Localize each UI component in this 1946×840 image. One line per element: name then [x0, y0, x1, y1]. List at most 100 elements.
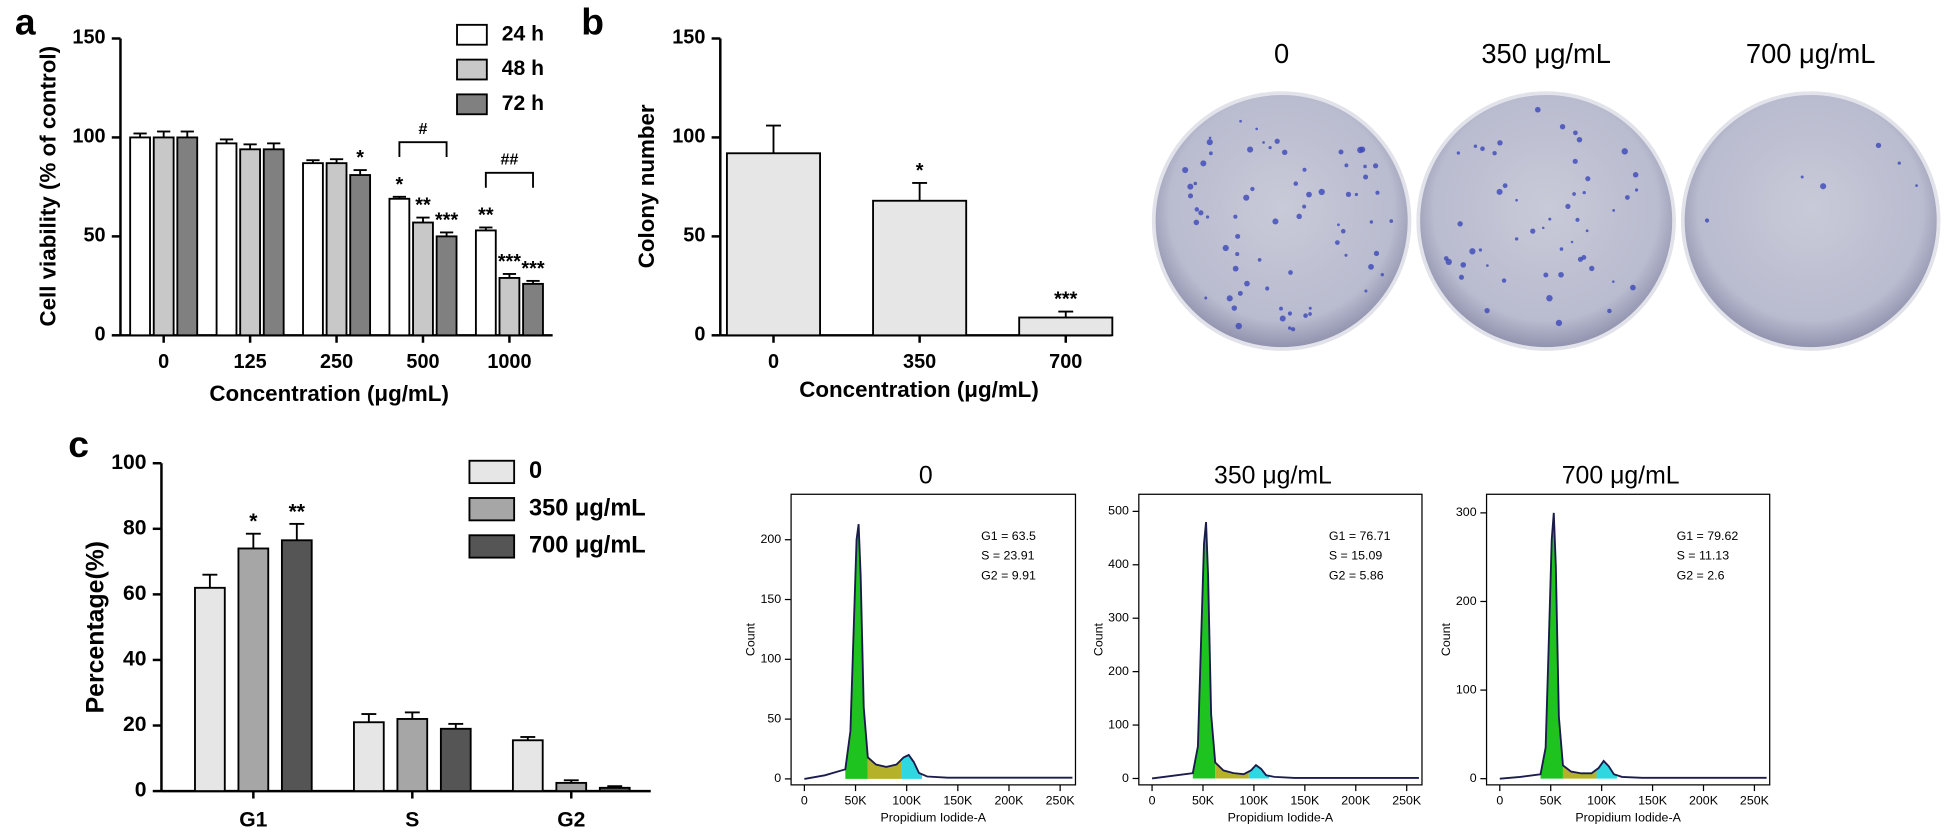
- colony-dot: [1582, 190, 1586, 195]
- significance-label: **: [289, 500, 306, 523]
- y-tick-label: 100: [111, 451, 146, 474]
- significance-label: **: [415, 195, 431, 217]
- colony-dot: [1897, 161, 1901, 165]
- bar: [353, 721, 385, 793]
- y-tick-label: 300: [1456, 505, 1477, 519]
- colony-dot: [1624, 195, 1630, 200]
- significance-label: ***: [521, 258, 544, 280]
- bar: [280, 539, 313, 793]
- colony-dot: [1194, 207, 1200, 212]
- colony-dot: [1302, 167, 1307, 172]
- y-tick-label: 200: [1108, 664, 1129, 678]
- x-tick-label: 100K: [1587, 793, 1617, 807]
- bracket-label: #: [419, 120, 428, 138]
- y-tick-label: 50: [83, 225, 105, 247]
- y-axis-label: Count: [1439, 622, 1453, 656]
- legend-swatch: [456, 58, 488, 81]
- phase-area: [867, 757, 902, 779]
- x-tick-label: 700: [1049, 351, 1082, 373]
- y-tick-label: 150: [672, 27, 705, 49]
- histogram-line: [804, 524, 1073, 780]
- colony-dot: [1335, 240, 1340, 245]
- plate-label: 0: [1274, 38, 1289, 69]
- bar: [325, 162, 348, 337]
- colony-dot: [1354, 192, 1359, 197]
- bar: [522, 282, 544, 337]
- colony-dot: [1208, 136, 1212, 140]
- chart-title: 700 μg/mL: [1562, 462, 1680, 489]
- colony-dot: [1303, 313, 1308, 318]
- colony-dot: [1204, 296, 1208, 300]
- histogram-panel: 0 50 100 150 200 0 50K 100K 150K 200K 250K 0 G1 = 63…: [744, 462, 1077, 825]
- x-tick-label: 200K: [1341, 793, 1371, 807]
- phase-area: [901, 754, 923, 779]
- bar: [215, 142, 238, 337]
- significance-label: ***: [498, 251, 521, 273]
- y-axis-label: Percentage(%): [82, 541, 109, 713]
- y-tick-label: 300: [1108, 610, 1129, 624]
- x-tick-label: 0: [768, 351, 779, 373]
- colony-dot: [1344, 163, 1349, 168]
- colony-dot: [1575, 217, 1580, 222]
- y-tick-label: 500: [1108, 504, 1129, 518]
- colony-dot: [1572, 192, 1576, 196]
- significance-label: *: [396, 174, 404, 196]
- y-tick-label: 40: [123, 648, 146, 671]
- colony-dot: [1296, 213, 1302, 220]
- y-tick-label: 100: [672, 126, 705, 148]
- colony-dot: [1546, 294, 1553, 302]
- colony-dot: [1585, 229, 1589, 233]
- y-tick-label: 100: [72, 126, 105, 148]
- x-tick-label: 50K: [1540, 793, 1563, 807]
- colony-dot: [1502, 183, 1508, 189]
- colony-dot: [1205, 215, 1210, 219]
- colony-dot: [1200, 160, 1207, 167]
- colony-dot: [1497, 140, 1503, 146]
- legend-label: 24 h: [502, 22, 544, 45]
- x-tick-label: 150K: [943, 793, 973, 807]
- bar: [412, 221, 434, 337]
- chart-title: 0: [919, 462, 933, 489]
- colony-dot: [1231, 305, 1238, 311]
- significance-label: *: [916, 160, 924, 182]
- x-tick-label: 100K: [1239, 793, 1269, 807]
- colony-dot: [1486, 264, 1489, 267]
- bar: [194, 586, 226, 793]
- phase-stat: G1 = 79.62: [1677, 529, 1739, 543]
- phase-stat: G2 = 2.6: [1677, 569, 1725, 583]
- colony-dot: [1630, 284, 1636, 291]
- colony-dot: [1198, 210, 1204, 216]
- bar: [302, 162, 324, 337]
- bar: [435, 235, 458, 337]
- colony-dot: [1612, 280, 1615, 283]
- bar: [349, 174, 372, 337]
- colony-dot: [1572, 158, 1578, 164]
- colony-dot: [1287, 311, 1293, 316]
- plates: 0 350 μg/mL 700 μg/mL: [1151, 38, 1941, 351]
- colony-dot: [1570, 240, 1574, 244]
- legend-label: 48 h: [502, 57, 544, 80]
- colony-dot: [1232, 265, 1239, 272]
- y-tick-label: 50: [767, 711, 781, 725]
- colony-dot: [1208, 151, 1213, 156]
- colony-dot: [1543, 272, 1549, 278]
- legend-label: 700 μg/mL: [529, 532, 646, 558]
- colony-dot: [1555, 319, 1563, 327]
- colony-dot: [1634, 188, 1639, 192]
- y-tick-label: 150: [72, 27, 105, 49]
- histogram-panel: 0 100 200 300 400 500 0 50K 100K 150K 200K 250K 350 …: [1091, 462, 1423, 825]
- phase-stat: G2 = 9.91: [981, 569, 1036, 583]
- colony-dot: [1820, 183, 1827, 190]
- colony-dot: [1589, 265, 1595, 272]
- x-tick-label: 0: [1496, 793, 1503, 807]
- x-tick-label: 200K: [994, 793, 1024, 807]
- colony-dot: [1514, 237, 1519, 241]
- colony-dot: [1559, 124, 1566, 130]
- colony-dot: [1704, 218, 1710, 223]
- bar: [237, 547, 270, 793]
- bar: [396, 718, 429, 793]
- colony-dot: [1530, 228, 1536, 234]
- bar: [498, 276, 521, 337]
- colony-dot: [1244, 280, 1250, 287]
- plate: [1151, 91, 1412, 351]
